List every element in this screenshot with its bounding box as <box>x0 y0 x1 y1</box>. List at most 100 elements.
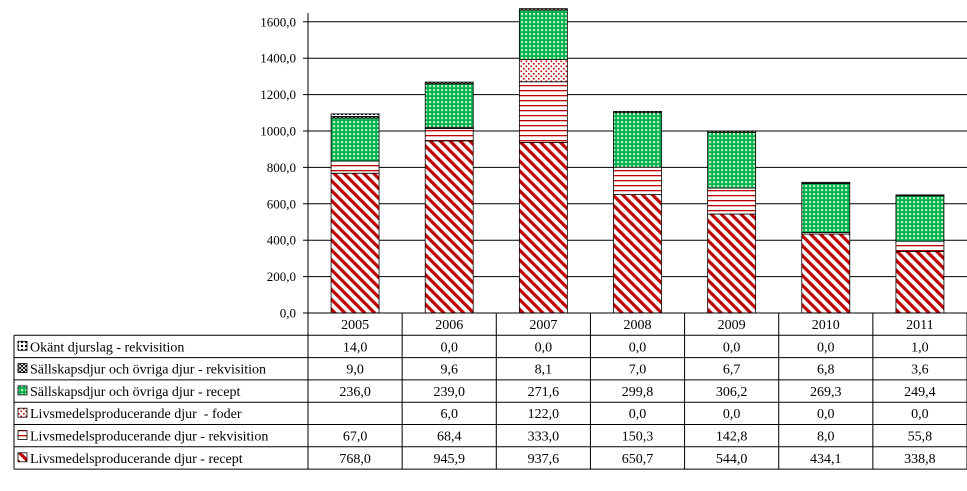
table-cell-value: 14,0 <box>343 340 368 355</box>
table-cell-value: 0,0 <box>723 407 741 422</box>
table-cell-value: 68,4 <box>437 430 462 445</box>
table-cell-value: 8,0 <box>817 430 835 445</box>
bar-segment <box>518 59 568 83</box>
legend-key <box>17 430 28 440</box>
bar-segment <box>330 172 380 314</box>
series-label: Sällskapsdjur och övriga djur - recept <box>30 385 240 400</box>
table-cell-value: 271,6 <box>528 385 560 400</box>
table-cell-value: 0,0 <box>817 407 835 422</box>
table-cell-value: 7,0 <box>629 363 647 378</box>
table-cell-value: 945,9 <box>433 452 465 467</box>
table-cell-value: 937,6 <box>528 452 560 467</box>
table-cell-value: 55,8 <box>908 430 933 445</box>
table-cell-value: 0,0 <box>817 340 835 355</box>
table-cell-value: 434,1 <box>810 452 842 467</box>
x-category-label: 2010 <box>812 318 840 333</box>
table-cell-value: 306,2 <box>716 385 748 400</box>
table-cell-value: 9,0 <box>346 363 364 378</box>
series-label: Okänt djurslag - rekvisition <box>30 340 184 355</box>
table-cell-value: 6,8 <box>817 363 835 378</box>
bar-segment <box>895 240 945 252</box>
legend-key <box>17 340 28 351</box>
y-tick-label: 600,0 <box>267 196 296 211</box>
y-tick-label: 1200,0 <box>260 87 296 102</box>
table-cell-value: 6,0 <box>440 407 458 422</box>
table-cell-value: 9,6 <box>440 363 458 378</box>
bar-segment <box>801 181 851 184</box>
table-cell-value: 239,0 <box>433 385 465 400</box>
table-cell-value: 269,3 <box>810 385 842 400</box>
y-tick-label: 1600,0 <box>260 14 296 29</box>
table-cell-value: 0,0 <box>911 407 929 422</box>
table-cell-value: 8,1 <box>535 363 553 378</box>
y-tick-label: 200,0 <box>267 269 296 284</box>
table-cell-value: 299,8 <box>622 385 654 400</box>
bar-segment <box>895 194 945 196</box>
series-label: Livsmedelsproducerande djur - recept <box>30 452 243 467</box>
bar-segment <box>801 183 851 233</box>
y-tick-label: 1400,0 <box>260 51 296 66</box>
bar-segment <box>330 117 380 162</box>
y-axis: 0,0 200,0 400,0 600,0 800,0 1000,0 1200,0 1400,… <box>260 13 309 321</box>
x-category-label: 2011 <box>906 318 933 333</box>
bar-segment <box>613 194 662 314</box>
table-cell-value: 338,8 <box>904 452 936 467</box>
bar-segment <box>613 166 662 195</box>
y-tick-label: 800,0 <box>267 160 296 175</box>
bar-segment <box>707 213 757 314</box>
bar-segment <box>895 195 945 242</box>
legend-key <box>17 407 28 418</box>
bars <box>330 8 945 314</box>
bar-segment <box>707 187 757 215</box>
legend-key <box>17 363 28 374</box>
bar-segment <box>518 81 568 143</box>
bar-segment <box>424 127 474 142</box>
table-cell-value: 0,0 <box>629 407 647 422</box>
x-category-label: 2005 <box>341 318 369 333</box>
table-cell-value: 650,7 <box>622 452 654 467</box>
table-cell-value: 122,0 <box>528 407 560 422</box>
x-category-label: 2006 <box>435 318 463 333</box>
bar-segment <box>707 131 757 189</box>
bar-segment <box>707 130 757 133</box>
bar-segment <box>895 250 945 314</box>
table-cell-value: 150,3 <box>622 430 654 445</box>
table-cell-value: 3,6 <box>911 363 929 378</box>
bar-segment <box>518 141 568 314</box>
bar-segment <box>330 160 380 174</box>
legend-key <box>17 385 28 396</box>
series-label: Livsmedelsproducerande djur - rekvisitio… <box>30 430 268 445</box>
series-label: Livsmedelsproducerande djur - foder <box>30 407 242 422</box>
bar-segment <box>424 140 474 314</box>
series-label: Sällskapsdjur och övriga djur - rekvisit… <box>30 363 266 378</box>
bar-segment <box>613 110 662 114</box>
y-tick-label: 400,0 <box>267 233 296 248</box>
x-category-label: 2008 <box>624 318 652 333</box>
bar-segment <box>613 112 662 168</box>
table-cell-value: 0,0 <box>723 340 741 355</box>
x-category-label: 2007 <box>529 318 557 333</box>
table-cell-value: 1,0 <box>911 340 929 355</box>
table-cell-value: 0,0 <box>535 340 553 355</box>
y-tick-label: 0,0 <box>280 306 296 321</box>
table-cell-value: 67,0 <box>343 430 368 445</box>
data-table: 2005 2006 2007 2008 2009 2010 2011 Okänt djursl… <box>13 312 967 470</box>
y-tick-label: 1000,0 <box>260 124 296 139</box>
table-cell-value: 0,0 <box>440 340 458 355</box>
table-cell-value: 768,0 <box>339 452 371 467</box>
bar-segment <box>518 8 568 11</box>
table-cell-value: 0,0 <box>629 340 647 355</box>
table-cell-value: 142,8 <box>716 430 748 445</box>
table-cell-value: 6,7 <box>723 363 741 378</box>
table-cell-value: 544,0 <box>716 452 748 467</box>
legend-key <box>17 452 28 463</box>
table-cell-value: 249,4 <box>904 385 936 400</box>
bar-segment <box>424 81 474 85</box>
bar-segment <box>518 9 568 60</box>
table-cell-value: 333,0 <box>528 430 560 445</box>
bar-segment <box>424 83 474 128</box>
bar-segment <box>801 233 851 314</box>
x-category-label: 2009 <box>718 318 746 333</box>
table-cell-value: 236,0 <box>339 385 371 400</box>
